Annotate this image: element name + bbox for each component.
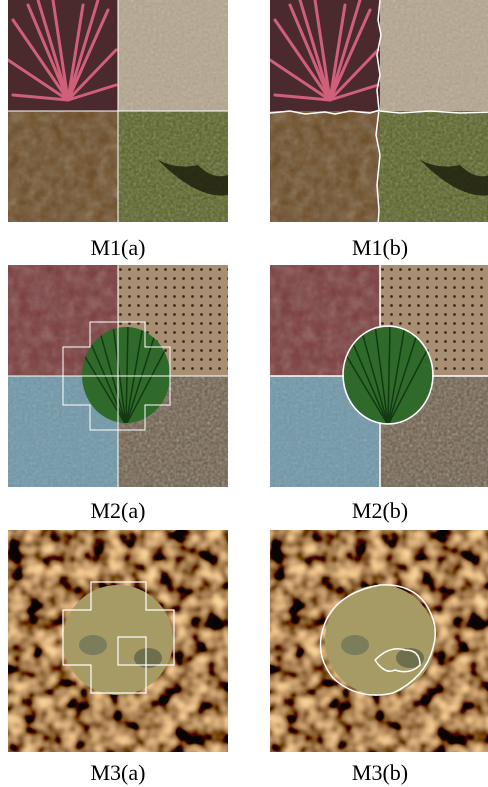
panel-m1b <box>270 0 488 243</box>
panel-m2b <box>270 265 488 487</box>
caption: M1(a) <box>91 235 146 260</box>
caption: M2(b) <box>352 498 408 523</box>
caption: M1(b) <box>352 235 408 260</box>
caption: M3(a) <box>91 760 146 785</box>
caption: M3(b) <box>352 760 408 785</box>
panel-m1a <box>8 0 228 222</box>
caption: M2(a) <box>91 498 146 523</box>
panel-m2a <box>8 265 228 487</box>
panel-m3b <box>270 530 488 752</box>
panel-m3a <box>8 530 228 752</box>
